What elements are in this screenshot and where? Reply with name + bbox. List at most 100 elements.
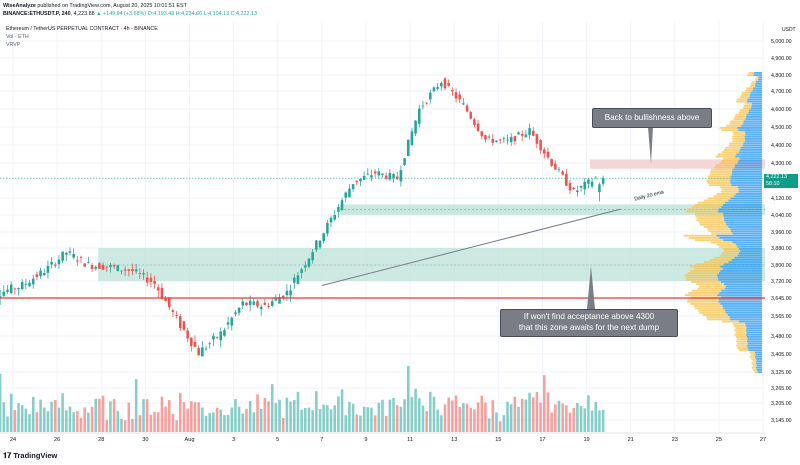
candle-body bbox=[351, 184, 355, 190]
vp-bar-sell bbox=[708, 230, 731, 233]
price-tick-label: 4,800.00 bbox=[771, 73, 792, 79]
volume-bar bbox=[79, 417, 83, 432]
time-tick-label: 13 bbox=[451, 437, 457, 443]
volume-bar bbox=[156, 412, 160, 432]
volume-bar bbox=[476, 402, 480, 432]
vp-bar-sell bbox=[721, 151, 739, 154]
volume-bar bbox=[39, 399, 42, 432]
vp-bar-sell bbox=[735, 327, 747, 330]
candle-body bbox=[587, 179, 590, 184]
vp-bar-sell bbox=[691, 281, 721, 283]
vp-bar-sell bbox=[742, 107, 751, 110]
candle-body bbox=[263, 302, 267, 305]
volume-bar bbox=[410, 397, 414, 432]
callout-line-1: If won't find acceptance above 4300 bbox=[523, 312, 655, 321]
volume-bar bbox=[219, 409, 223, 432]
tradingview-logo[interactable]: 𝟏𝟕 TradingView bbox=[3, 451, 57, 461]
vp-bar-sell bbox=[737, 338, 748, 341]
price-tick-label: 4,120.00 bbox=[771, 196, 792, 202]
vp-bar-sell bbox=[751, 80, 757, 83]
vp-bar-sell bbox=[749, 85, 755, 88]
volume-bar bbox=[565, 405, 568, 432]
vp-bar-buy bbox=[721, 289, 762, 292]
volume-bar bbox=[87, 412, 90, 432]
volume-bar bbox=[223, 415, 226, 432]
vp-bar-sell bbox=[687, 272, 719, 275]
price-tick-label: 4,500.00 bbox=[771, 125, 792, 131]
price-tick-label: 4,400.00 bbox=[771, 143, 792, 149]
vp-bar-buy bbox=[727, 314, 762, 316]
vp-bar-sell bbox=[697, 201, 725, 204]
vp-bar-sell bbox=[754, 371, 758, 374]
volume-bar bbox=[421, 405, 425, 432]
volume-bar bbox=[384, 415, 388, 432]
candle-body bbox=[190, 337, 193, 347]
vp-bar-sell bbox=[735, 336, 747, 338]
vp-bar-sell bbox=[717, 153, 737, 156]
volume-bar bbox=[359, 415, 362, 432]
symbol-title[interactable]: Ethereum / TetherUS PERPETUAL CONTRACT ·… bbox=[6, 26, 158, 32]
vp-bar-buy bbox=[737, 127, 762, 129]
volume-bar bbox=[436, 409, 439, 432]
time-axis[interactable]: 24 26 28 30 Aug 3 5 7 9 11 13 15 17 19 21 23 25 27 bbox=[0, 432, 766, 443]
volume-bar bbox=[535, 391, 539, 432]
vp-bar-buy bbox=[730, 197, 762, 200]
volume-bar bbox=[57, 407, 61, 432]
volume-bar bbox=[9, 393, 13, 432]
vp-bar-buy bbox=[748, 349, 762, 352]
volume-bar bbox=[554, 404, 557, 432]
vp-bar-buy bbox=[723, 219, 762, 222]
volume-bar bbox=[241, 413, 245, 432]
vp-bar-sell bbox=[691, 289, 722, 292]
candle-body bbox=[164, 298, 167, 302]
volume-bar bbox=[245, 408, 248, 432]
volume-legend[interactable]: Vol · ETH bbox=[6, 34, 29, 40]
vp-bar-buy bbox=[753, 74, 762, 77]
volume-bar bbox=[561, 403, 564, 432]
volume-bar bbox=[587, 395, 590, 432]
vp-bar-buy bbox=[731, 259, 762, 261]
vp-bar-sell bbox=[741, 91, 751, 94]
vp-bar-sell bbox=[684, 294, 718, 297]
vp-bar-sell bbox=[721, 129, 739, 132]
candle-body bbox=[333, 214, 336, 220]
callout-bullish[interactable]: Back to bullishness above bbox=[592, 108, 712, 128]
vp-bar-buy bbox=[735, 243, 762, 246]
vrvp-legend[interactable]: VRVP bbox=[6, 42, 21, 48]
volume-bar bbox=[322, 404, 325, 432]
volume-bar bbox=[469, 407, 473, 432]
candle-body bbox=[145, 277, 149, 283]
vp-bar-buy bbox=[746, 333, 762, 336]
volume-bar bbox=[76, 411, 79, 432]
candle-body bbox=[9, 284, 13, 294]
volume-bar bbox=[583, 408, 587, 432]
candle-body bbox=[429, 92, 432, 100]
price-tick-label: 3,265.00 bbox=[771, 386, 792, 392]
callout-bottom-pointer bbox=[587, 266, 595, 309]
candle-body bbox=[414, 120, 417, 134]
volume-bar bbox=[61, 393, 64, 432]
volume-bar bbox=[252, 412, 256, 432]
author-name[interactable]: WiseAnalyze bbox=[3, 3, 36, 9]
candle-body bbox=[337, 207, 340, 212]
volume-bar bbox=[429, 391, 432, 432]
candle-body bbox=[473, 119, 476, 125]
callout-line-2: that this zone awaits for the next dump bbox=[518, 323, 660, 332]
vp-bar-buy bbox=[737, 254, 762, 257]
volume-bar bbox=[539, 402, 542, 432]
price-axis[interactable]: 5,000.00 4,900.00 4,800.00 4,700.00 4,600.00… bbox=[771, 39, 792, 424]
callout-dump-zone[interactable]: If won't find acceptance above 4300 that… bbox=[500, 309, 678, 337]
volume-bar bbox=[120, 418, 123, 432]
vp-bar-sell bbox=[707, 182, 731, 184]
candle-body bbox=[392, 174, 395, 179]
vp-bar-sell bbox=[694, 307, 724, 310]
vp-bar-buy bbox=[717, 276, 762, 279]
candle-body bbox=[318, 240, 322, 248]
candle-body bbox=[123, 269, 127, 271]
volume-bar bbox=[307, 407, 311, 432]
volume-bar bbox=[373, 415, 377, 432]
vp-bar-buy bbox=[754, 72, 762, 74]
open-price: 4,223.88 bbox=[73, 11, 95, 17]
volume-bar bbox=[392, 397, 395, 432]
